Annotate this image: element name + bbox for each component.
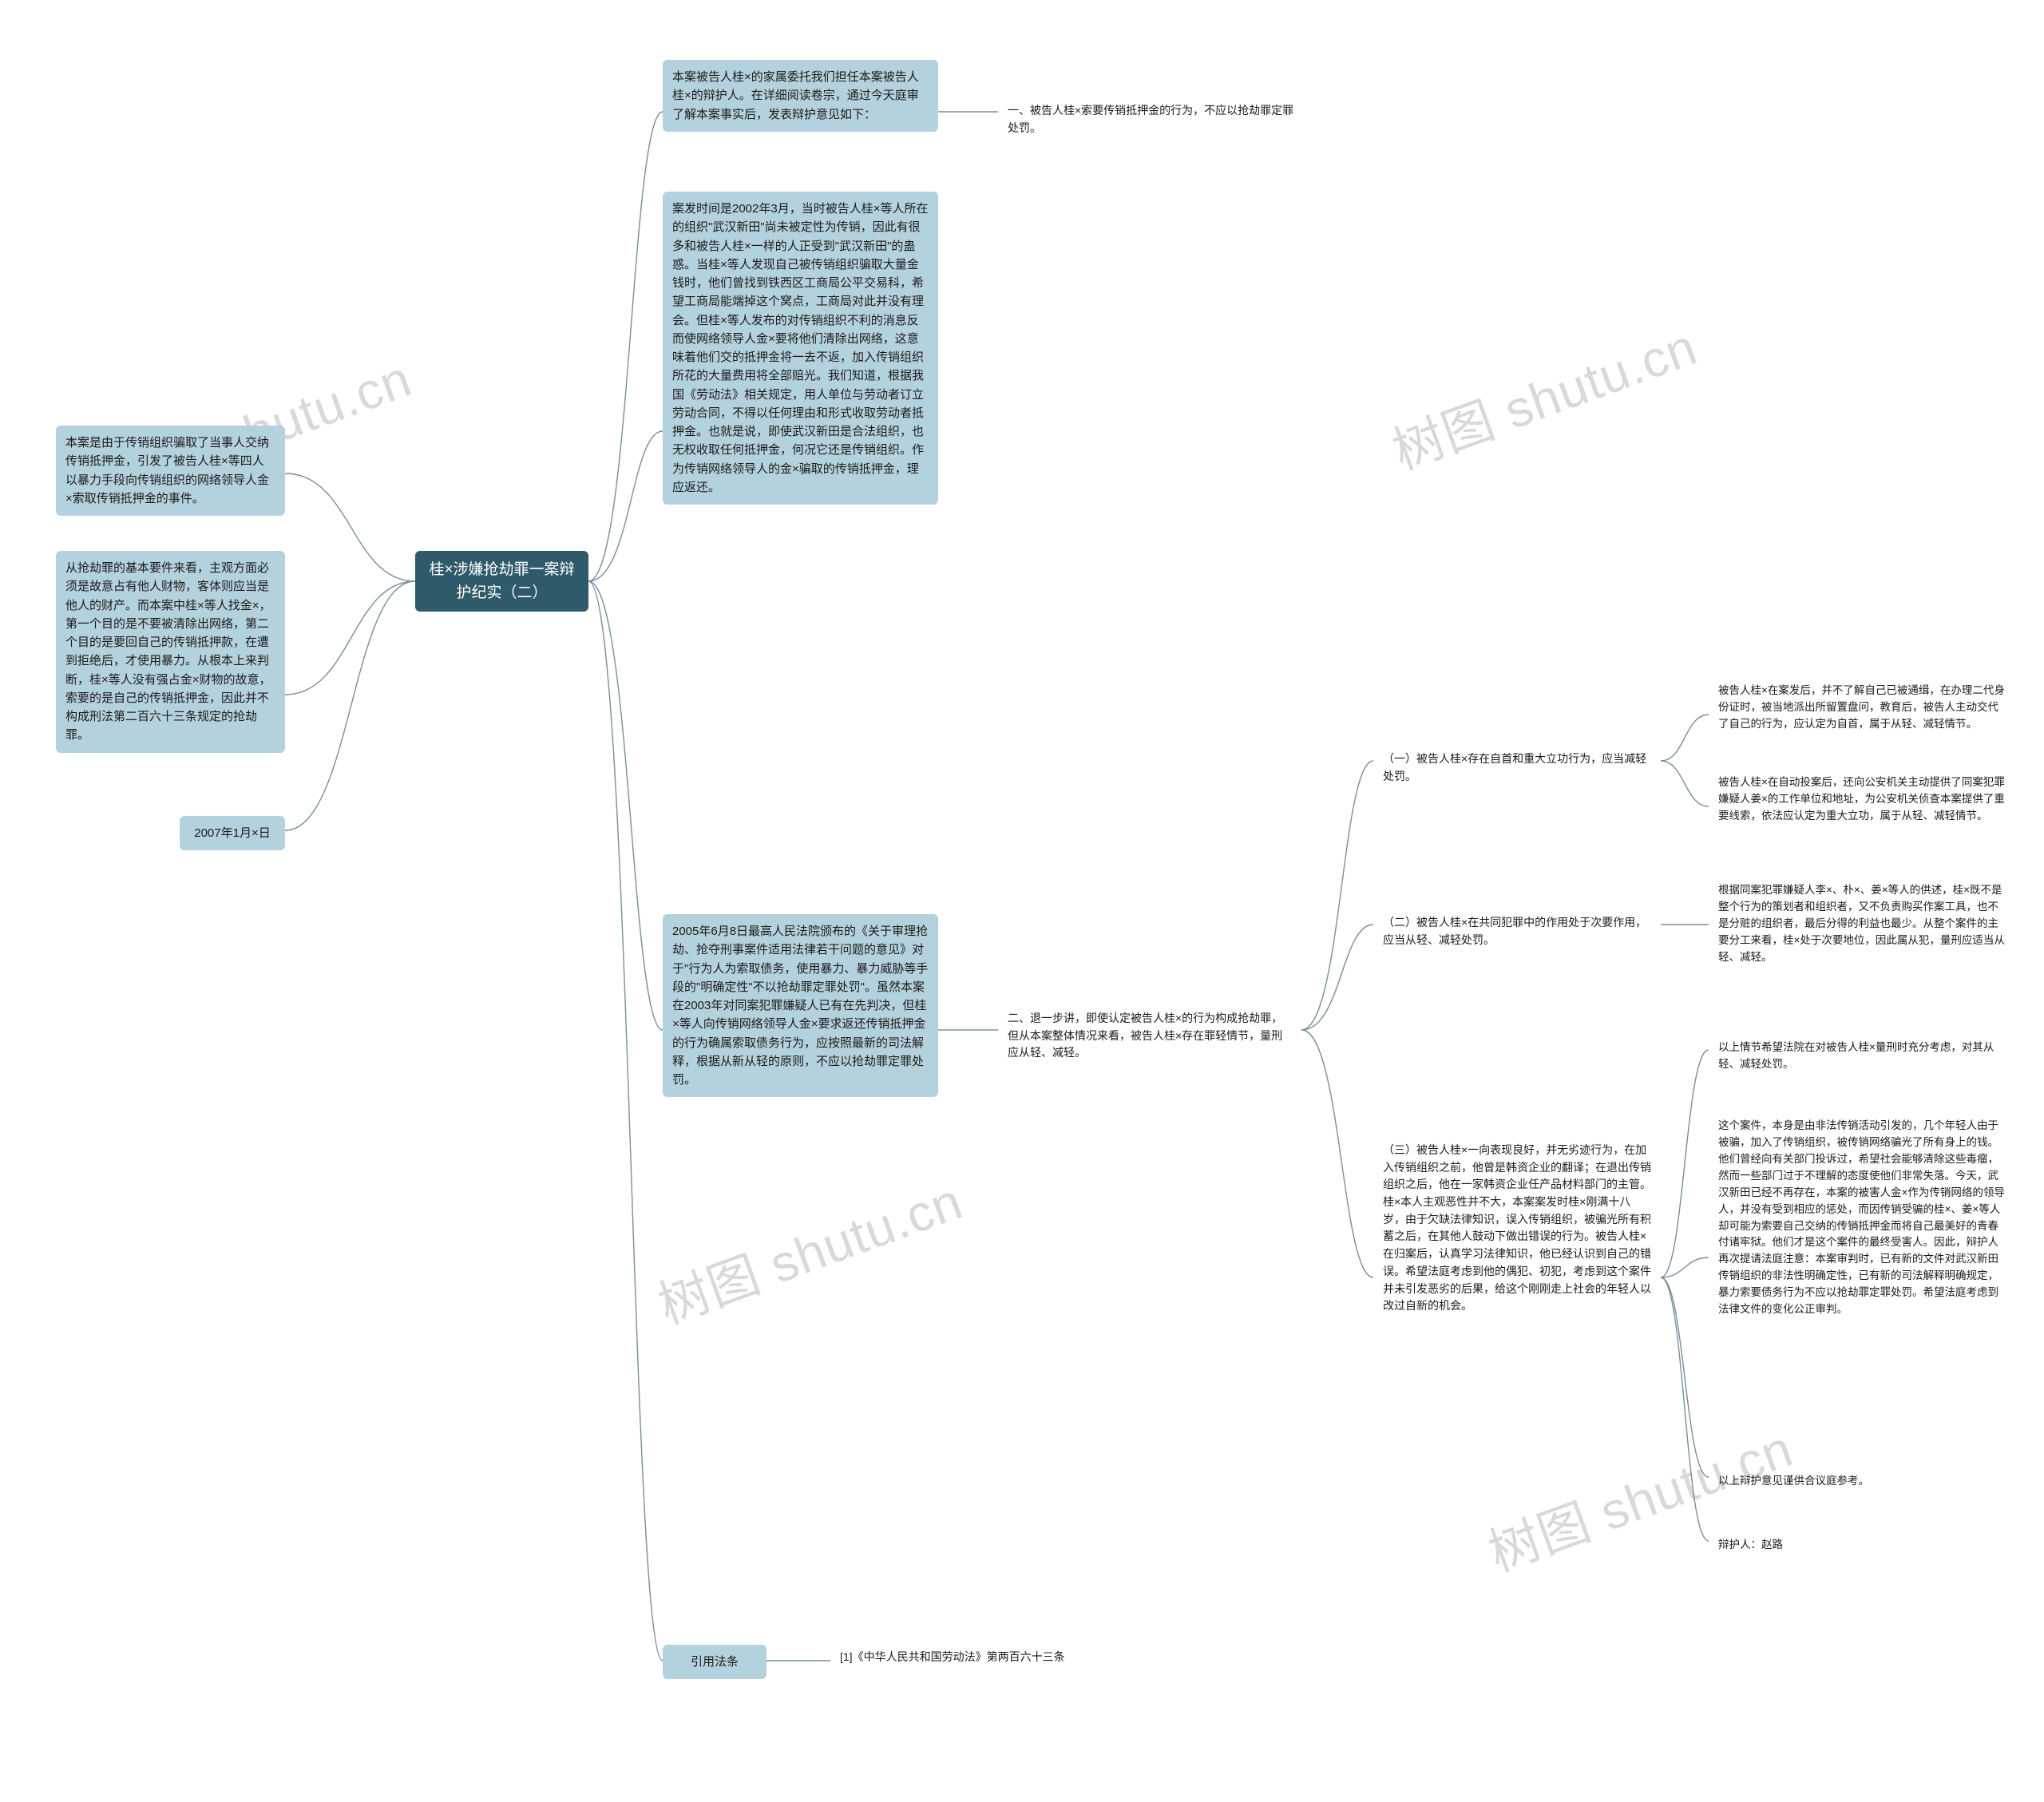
node-point-two: 二、退一步讲，即使认定被告人桂×的行为构成抢劫罪，但从本案整体情况来看，被告人桂…	[998, 1002, 1301, 1070]
node-sub-three-a: 以上情节希望法院在对被告人桂×量刑时充分考虑，对其从轻、减轻处罚。	[1709, 1032, 2016, 1081]
root-node: 桂×涉嫌抢劫罪一案辩护纪实（二）	[415, 551, 588, 612]
node-point-one: 一、被告人桂×索要传销抵押金的行为，不应以抢劫罪定罪处罚。	[998, 94, 1309, 145]
watermark: 树图 shutu.cn	[647, 1161, 971, 1339]
left-node-date: 2007年1月×日	[180, 816, 285, 850]
node-sub-three: （三）被告人桂×一向表现良好，并无劣迹行为，在加入传销组织之前，他曾是韩资企业的…	[1373, 1134, 1661, 1323]
node-sub-three-c: 以上辩护意见谨供合议庭参考。	[1709, 1465, 2016, 1498]
node-2005-interpretation: 2005年6月8日最高人民法院颁布的《关于审理抢劫、抢夺刑事案件适用法律若干问题…	[663, 914, 938, 1097]
watermark: 树图 shutu.cn	[1381, 307, 1705, 485]
node-sub-two-a: 根据同案犯罪嫌疑人李×、朴×、姜×等人的供述，桂×既不是整个行为的策划者和组织者…	[1709, 874, 2016, 974]
node-sub-three-b: 这个案件，本身是由非法传销活动引发的，几个年轻人由于被骗，加入了传销组织，被传销…	[1709, 1110, 2016, 1326]
node-facts-2002: 案发时间是2002年3月，当时被告人桂×等人所在的组织"武汉新田"尚未被定性为传…	[663, 192, 938, 505]
node-sub-one: （一）被告人桂×存在自首和重大立功行为，应当减轻处罚。	[1373, 743, 1661, 793]
node-sub-two: （二）被告人桂×在共同犯罪中的作用处于次要作用，应当从轻、减轻处罚。	[1373, 906, 1661, 956]
node-sub-three-d: 辩护人：赵路	[1709, 1529, 2016, 1562]
node-sub-one-b: 被告人桂×在自动投案后，还向公安机关主动提供了同案犯罪嫌疑人姜×的工作单位和地址…	[1709, 766, 2016, 833]
node-law-item: [1]《中华人民共和国劳动法》第两百六十三条	[830, 1641, 1102, 1674]
node-law-cited: 引用法条	[663, 1645, 766, 1679]
left-node-elements: 从抢劫罪的基本要件来看，主观方面必须是故意占有他人财物，客体则应当是他人的财产。…	[56, 551, 285, 753]
node-sub-one-a: 被告人桂×在案发后，并不了解自己已被通缉，在办理二代身份证时，被当地派出所留置盘…	[1709, 675, 2016, 741]
left-node-summary: 本案是由于传销组织骗取了当事人交纳传销抵押金，引发了被告人桂×等四人以暴力手段向…	[56, 426, 285, 516]
node-intro: 本案被告人桂×的家属委托我们担任本案被告人桂×的辩护人。在详细阅读卷宗，通过今天…	[663, 60, 938, 132]
